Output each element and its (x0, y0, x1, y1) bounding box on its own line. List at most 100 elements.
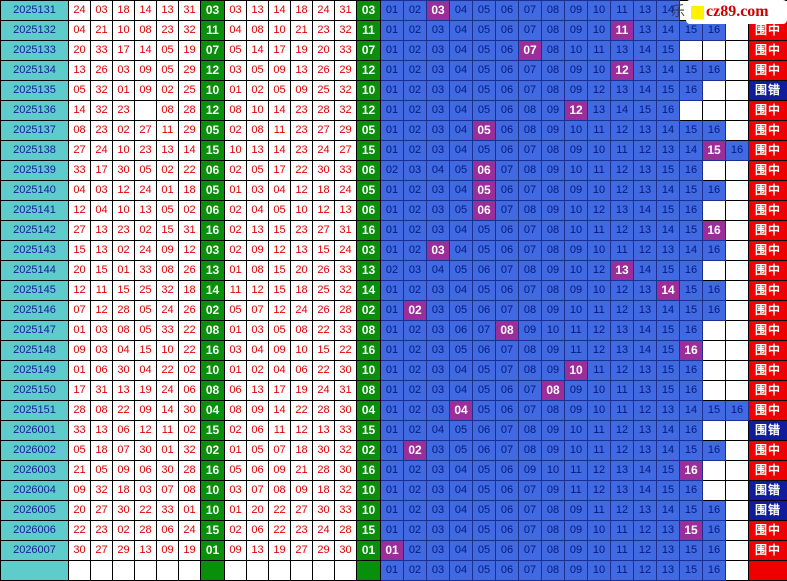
tail-number-cell: 01 (380, 40, 404, 61)
tail-number-cell: 04 (449, 0, 473, 21)
tail-number-cell: 08 (541, 540, 565, 561)
tail-number-cell: 14 (656, 420, 680, 441)
tail-number-cell: 07 (518, 140, 542, 161)
chart-row: 2025149 01 06 30 04 22 02 10 01 02 04 06 22 30 10 01 02 0… (0, 360, 787, 381)
red-ball-cell (134, 560, 157, 581)
tail-number-cell: 12 (610, 360, 634, 381)
period-cell: 2025145 (0, 280, 69, 301)
red-ball-cell: 09 (134, 400, 157, 421)
sorted-red-ball-cell: 09 (246, 400, 269, 421)
blue-ball-cell: 16 (200, 220, 225, 241)
red-ball-cell: 05 (156, 60, 179, 81)
tail-number-cell: 01 (380, 320, 404, 341)
tail-number-cell: 12 (587, 340, 611, 361)
tail-number-cell: 04 (449, 560, 473, 581)
tail-number-cell: 14 (656, 180, 680, 201)
tail-highlight-cell: 03 (426, 240, 450, 261)
red-ball-cell: 03 (90, 340, 113, 361)
sorted-red-ball-cell: 19 (268, 540, 291, 561)
tail-number-cell: 02 (403, 340, 427, 361)
sorted-red-ball-cell: 25 (312, 80, 335, 101)
tail-number-cell: 07 (518, 400, 542, 421)
red-ball-cell: 09 (134, 80, 157, 101)
result-cell: 围错 (748, 80, 787, 101)
red-ball-cell: 12 (90, 300, 113, 321)
empty-slot-cell (702, 360, 726, 381)
red-ball-cell: 13 (156, 0, 179, 21)
tail-number-cell: 15 (679, 220, 703, 241)
sorted-red-ball-cell: 04 (246, 200, 269, 221)
tail-number-cell: 11 (587, 500, 611, 521)
blue-ball-cell: 08 (356, 380, 381, 401)
tail-number-cell: 11 (564, 320, 588, 341)
red-ball-cell: 20 (68, 260, 91, 281)
sorted-red-ball-cell: 10 (290, 340, 313, 361)
empty-slot-cell (725, 180, 749, 201)
tail-number-cell: 06 (495, 480, 519, 501)
sorted-red-ball-cell: 26 (312, 60, 335, 81)
sorted-red-ball-cell: 15 (312, 240, 335, 261)
tail-number-cell: 05 (449, 420, 473, 441)
tail-number-cell: 09 (564, 520, 588, 541)
result-cell: 围中 (748, 380, 787, 401)
blue-ball-cell: 08 (200, 320, 225, 341)
sorted-red-ball-cell: 03 (224, 340, 247, 361)
red-ball-cell: 33 (156, 320, 179, 341)
tail-number-cell: 04 (449, 500, 473, 521)
empty-slot-cell (702, 340, 726, 361)
red-ball-cell: 23 (156, 20, 179, 41)
red-ball-cell: 10 (112, 200, 135, 221)
red-ball-cell: 04 (90, 200, 113, 221)
red-ball-cell: 14 (68, 100, 91, 121)
tail-highlight-cell: 08 (495, 320, 519, 341)
result-cell: 围中 (748, 60, 787, 81)
red-ball-cell: 22 (134, 500, 157, 521)
red-ball-cell: 14 (156, 400, 179, 421)
tail-number-cell: 11 (564, 340, 588, 361)
tail-number-cell: 02 (403, 140, 427, 161)
red-ball-cell: 05 (90, 460, 113, 481)
red-ball-cell: 23 (134, 140, 157, 161)
tail-number-cell: 14 (610, 100, 634, 121)
red-ball-cell: 02 (156, 80, 179, 101)
sorted-red-ball-cell: 18 (290, 440, 313, 461)
blue-ball-cell: 16 (356, 460, 381, 481)
sorted-red-ball-cell: 02 (224, 420, 247, 441)
result-cell: 围中 (748, 220, 787, 241)
blue-ball-cell: 11 (200, 20, 225, 41)
chart-row: 2025137 08 23 02 27 11 29 05 02 08 11 23 27 29 05 01 02 0… (0, 120, 787, 141)
period-cell: 2025151 (0, 400, 69, 421)
empty-slot-cell (725, 320, 749, 341)
red-ball-cell: 27 (68, 220, 91, 241)
chart-row: 2026001 33 13 06 12 11 02 15 02 06 11 12 13 33 15 01 02 0… (0, 420, 787, 441)
chart-row: 2026007 30 27 29 13 09 19 01 09 13 19 27 29 30 01 01 02 0… (0, 540, 787, 561)
sorted-red-ball-cell: 04 (268, 360, 291, 381)
tail-number-cell: 06 (495, 460, 519, 481)
sorted-red-ball-cell: 03 (246, 320, 269, 341)
tail-number-cell: 11 (610, 380, 634, 401)
empty-slot-cell (702, 420, 726, 441)
red-ball-cell: 08 (112, 320, 135, 341)
sorted-red-ball-cell: 31 (334, 380, 357, 401)
tail-number-cell: 01 (380, 400, 404, 421)
tail-number-cell: 02 (403, 500, 427, 521)
sorted-red-ball-cell: 32 (334, 20, 357, 41)
tail-number-cell: 11 (587, 40, 611, 61)
blue-ball-cell: 01 (200, 540, 225, 561)
red-ball-cell: 12 (178, 240, 201, 261)
tail-number-cell: 15 (679, 60, 703, 81)
tail-number-cell: 11 (610, 560, 634, 581)
tail-number-cell: 01 (380, 340, 404, 361)
sorted-red-ball-cell: 13 (246, 540, 269, 561)
red-ball-cell: 31 (178, 220, 201, 241)
tail-number-cell: 06 (472, 440, 496, 461)
empty-slot-cell (702, 40, 726, 61)
red-ball-cell: 12 (68, 200, 91, 221)
tail-number-cell: 03 (426, 320, 450, 341)
sorted-red-ball-cell: 23 (290, 120, 313, 141)
red-ball-cell: 02 (134, 220, 157, 241)
sorted-red-ball-cell: 08 (224, 100, 247, 121)
period-cell: 2025149 (0, 360, 69, 381)
tail-number-cell: 01 (380, 220, 404, 241)
sorted-red-ball-cell: 15 (312, 340, 335, 361)
